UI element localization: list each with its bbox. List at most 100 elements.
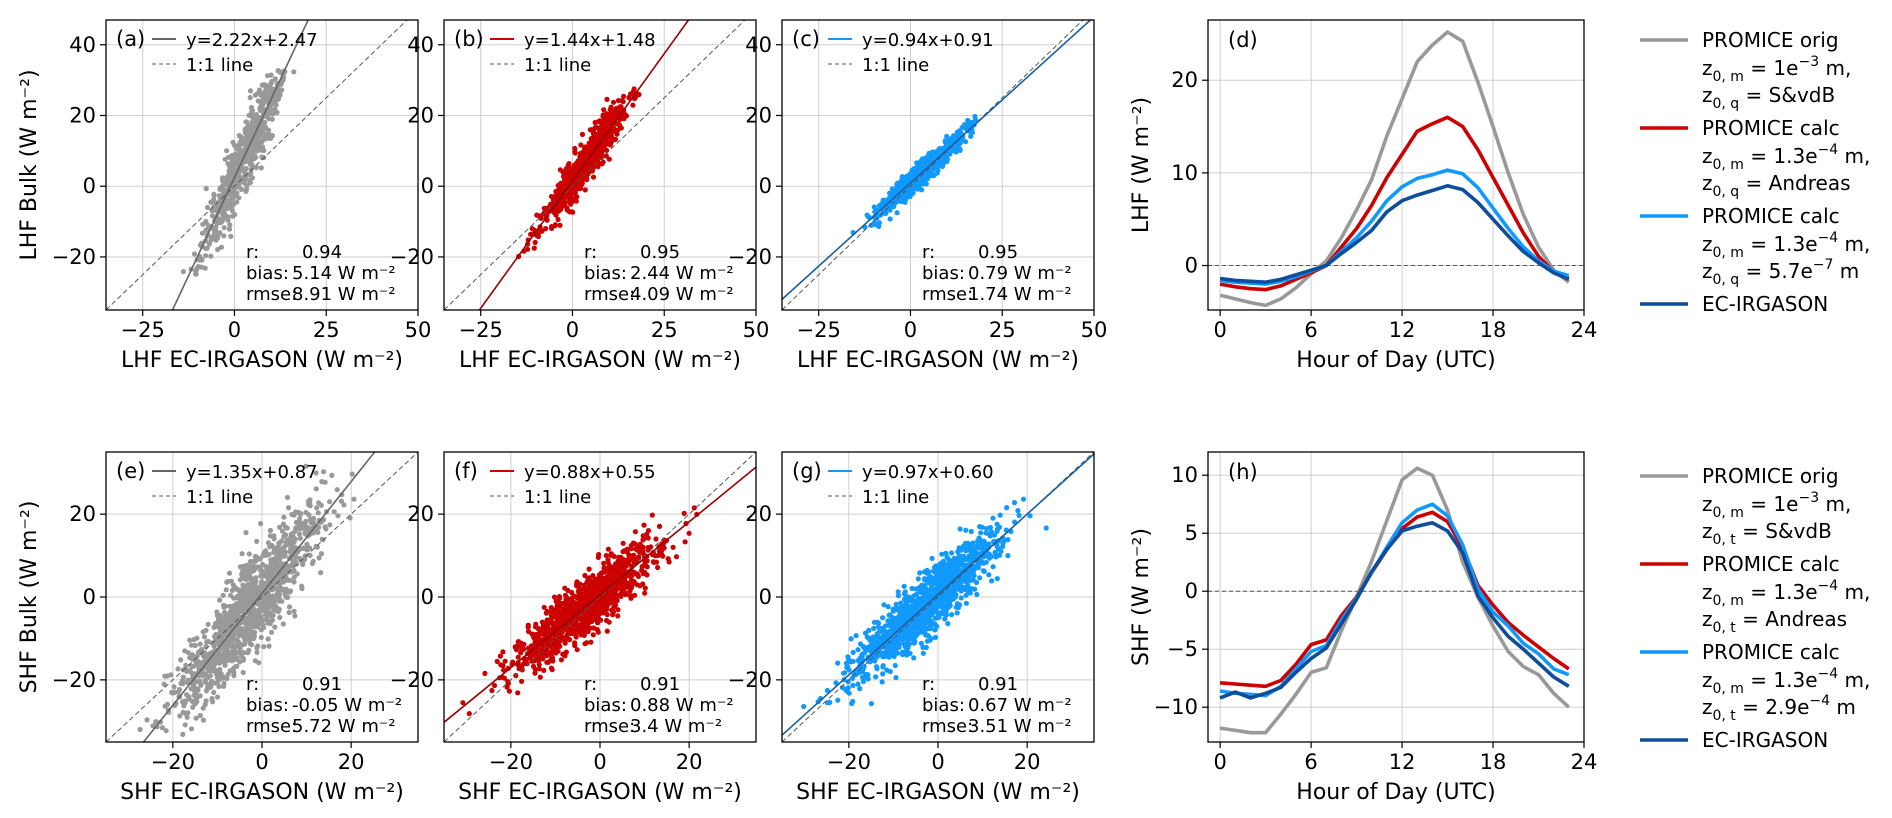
scatter-point [610,612,616,618]
scatter-point [259,122,265,128]
fit-line [171,20,309,310]
scatter-point [552,222,559,228]
y-tick-label-b: 40 [407,33,434,57]
scatter-point [650,559,657,565]
scatter-point [327,499,333,505]
scatter-point [555,602,561,608]
scatter-point [590,174,597,180]
scatter-point [351,496,357,502]
scatter-point [544,659,550,665]
scatter-point [195,687,201,693]
scatter-point [307,545,313,551]
scatter-point [313,470,319,476]
scatter-point [568,598,574,604]
scatter-point [482,670,488,677]
scatter-point [535,233,542,240]
scatter-point [211,192,217,198]
scatter-point [277,614,283,621]
scatter-point [558,620,564,626]
scatter-point [537,229,543,235]
x-tick-label-c: −25 [797,318,841,342]
scatter-point [227,222,233,228]
scatter-point [606,562,612,568]
scatter-point [204,639,210,645]
scatter-point [180,269,186,275]
scatter-point [249,580,255,586]
stat-r-value: 0.91 [640,674,680,695]
scatter-point [188,686,194,692]
scatter-point [551,594,558,600]
scatter-point [233,663,239,670]
legend-fit-label: y=1.35x+0.87 [186,462,318,483]
scatter-point [543,631,549,637]
scatter-point [987,533,993,539]
scatter-point [271,533,277,539]
scatter-point [582,641,588,647]
legend-fit-label: y=2.22x+2.47 [186,30,318,51]
scatter-point [275,96,282,102]
scatter-point [551,209,557,215]
scatter-point [260,102,266,108]
scatter-point [575,622,581,628]
scatter-point [887,216,893,222]
scatter-point [1011,500,1018,506]
one-to-one-line [444,452,756,742]
scatter-point [895,198,901,204]
scatter-point [515,654,521,660]
axes-frame [105,451,419,743]
scatter-point [254,623,261,629]
scatter-point [228,609,234,616]
scatter-point [528,231,534,237]
scatter-point [954,148,960,154]
scatter-point [894,210,900,216]
scatter-point [238,631,244,638]
scatter-point [247,95,253,101]
scatter-point [194,635,200,641]
scatter-point [601,139,607,145]
scatter-point [868,701,875,707]
scatter-point [244,119,250,125]
scatter-point [272,548,278,555]
scatter-point [564,205,570,211]
scatter-point [211,196,217,202]
scatter-point [574,647,580,653]
stat-r-value: 0.95 [640,242,680,263]
scatter-point [231,670,237,676]
scatter-point [228,653,234,659]
scatter-point [628,546,634,552]
scatter-point [281,514,287,520]
scatter-point [302,553,308,559]
scatter-point [954,610,960,616]
scatter-point [609,575,616,581]
scatter-point [276,606,282,613]
scatter-point [515,639,521,645]
scatter-point [269,629,275,635]
scatter-point [216,616,222,622]
scatter-point [237,577,243,583]
scatter-point [198,682,204,688]
scatter-point [221,180,227,186]
scatter-point [291,579,297,585]
scatter-point [619,115,625,121]
scatter-point [232,193,239,199]
scatter-point [191,251,198,257]
scatter-point [205,668,211,674]
scatter-point [965,117,971,124]
scatter-point [263,548,269,554]
stat-bias-value: 2.44 W m⁻² [630,263,734,284]
legend-ref-label: 1:1 line [186,487,253,508]
scatter-point [219,654,226,660]
scatter-point [525,622,531,628]
scatter-point [242,585,248,591]
scatter-point [561,197,567,203]
y-axis-label-e: SHF Bulk (W m⁻²) [17,501,42,694]
stat-rmse-value: 4.09 W m⁻² [630,284,734,305]
scatter-point [520,646,527,652]
stat-r-value: 0.94 [302,242,342,263]
scatter-point [909,185,916,191]
scatter-point [519,678,525,685]
scatter-point [252,153,258,159]
scatter-point [194,692,200,698]
scatter-point [584,591,590,597]
